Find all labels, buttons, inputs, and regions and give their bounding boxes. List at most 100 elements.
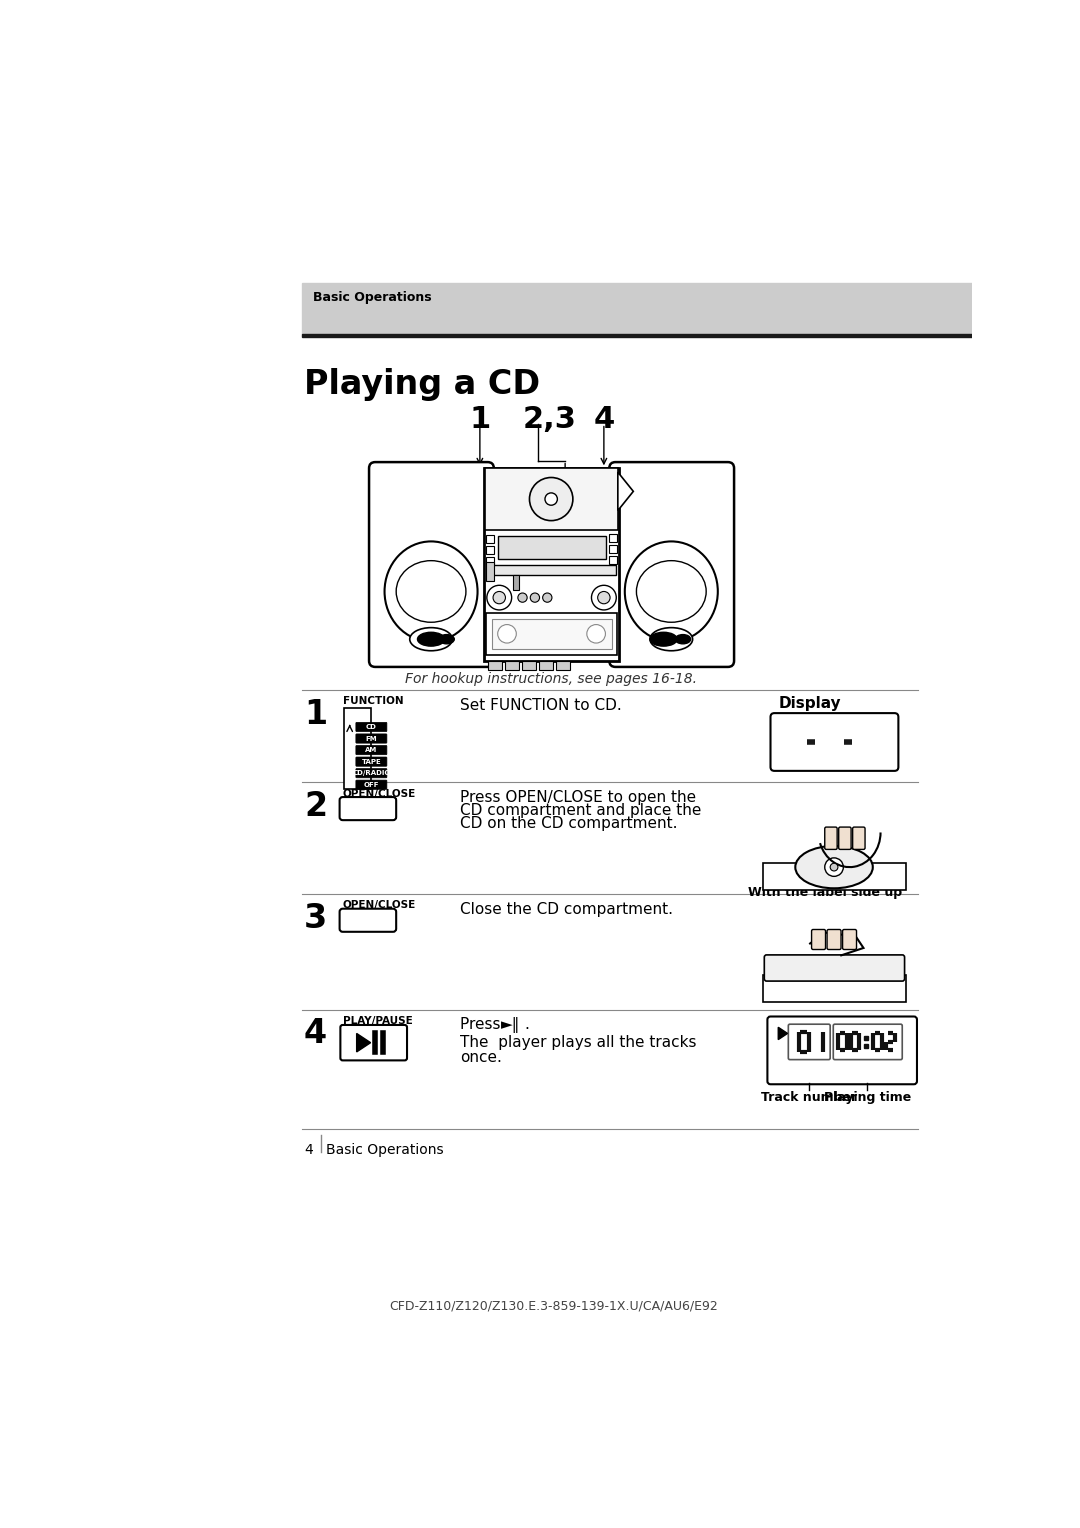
Bar (608, 545, 617, 553)
Text: Set FUNCTION to CD.: Set FUNCTION to CD. (460, 698, 622, 712)
Text: OPEN/CLOSE: OPEN/CLOSE (342, 900, 416, 911)
Bar (608, 535, 617, 542)
Text: 4: 4 (303, 1018, 327, 1050)
Text: 3: 3 (303, 902, 327, 935)
Circle shape (529, 477, 572, 521)
Text: Track number: Track number (761, 1091, 858, 1105)
Circle shape (494, 591, 505, 604)
Text: FUNCTION: FUNCTION (342, 697, 403, 706)
Text: 2,3: 2,3 (523, 405, 577, 434)
FancyBboxPatch shape (834, 1024, 902, 1059)
FancyBboxPatch shape (356, 733, 387, 743)
Text: 2: 2 (303, 790, 327, 824)
Ellipse shape (795, 847, 873, 888)
Bar (762, 975, 906, 1002)
Circle shape (542, 593, 552, 602)
Text: The  player plays all the tracks: The player plays all the tracks (460, 1034, 697, 1050)
Text: Press OPEN/CLOSE to open the: Press OPEN/CLOSE to open the (460, 790, 697, 805)
Text: CD on the CD compartment.: CD on the CD compartment. (460, 816, 678, 831)
Bar (488, 565, 616, 575)
FancyBboxPatch shape (356, 746, 387, 755)
Circle shape (586, 625, 606, 643)
FancyBboxPatch shape (811, 929, 825, 949)
Text: 1: 1 (469, 405, 490, 434)
Text: TAPE: TAPE (362, 758, 381, 764)
FancyBboxPatch shape (825, 827, 837, 850)
FancyBboxPatch shape (765, 955, 905, 981)
Text: Playing time: Playing time (824, 1091, 912, 1105)
FancyBboxPatch shape (768, 1016, 917, 1085)
FancyBboxPatch shape (369, 461, 494, 666)
Text: CD/RADIO: CD/RADIO (352, 770, 391, 776)
FancyBboxPatch shape (842, 929, 856, 949)
Ellipse shape (675, 634, 691, 643)
Polygon shape (356, 1033, 370, 1051)
Text: CD: CD (366, 724, 377, 730)
Ellipse shape (650, 628, 692, 651)
FancyBboxPatch shape (609, 461, 734, 666)
FancyBboxPatch shape (356, 781, 387, 790)
Text: AM: AM (365, 747, 378, 753)
FancyBboxPatch shape (827, 929, 841, 949)
Bar (486, 545, 494, 553)
Polygon shape (618, 472, 633, 510)
Text: OFF: OFF (364, 782, 379, 788)
FancyBboxPatch shape (839, 827, 851, 850)
Ellipse shape (625, 541, 718, 642)
Bar (486, 562, 494, 582)
Ellipse shape (418, 633, 445, 646)
Bar (345, 707, 372, 788)
Text: ►‖: ►‖ (501, 1018, 521, 1033)
FancyBboxPatch shape (339, 909, 396, 932)
Bar (762, 863, 906, 891)
Circle shape (545, 494, 557, 506)
Text: For hookup instructions, see pages 16-18.: For hookup instructions, see pages 16-18… (405, 672, 698, 686)
Ellipse shape (636, 561, 706, 622)
Circle shape (597, 591, 610, 604)
Text: OPEN/CLOSE: OPEN/CLOSE (342, 788, 416, 799)
FancyBboxPatch shape (788, 1024, 831, 1059)
Text: FM: FM (365, 735, 377, 741)
Bar (539, 660, 553, 669)
FancyBboxPatch shape (356, 756, 387, 766)
Ellipse shape (438, 634, 455, 643)
Bar (301, 333, 972, 336)
Bar (485, 468, 618, 530)
Circle shape (487, 585, 512, 610)
FancyBboxPatch shape (340, 1025, 407, 1060)
Polygon shape (779, 1027, 787, 1039)
Bar (486, 556, 494, 564)
Bar (556, 660, 570, 669)
Ellipse shape (409, 628, 453, 651)
FancyBboxPatch shape (770, 714, 899, 770)
Bar (498, 536, 606, 559)
Text: 4: 4 (303, 1143, 313, 1157)
Bar (522, 660, 536, 669)
Circle shape (825, 857, 843, 877)
Text: once.: once. (460, 1050, 502, 1065)
Circle shape (517, 593, 527, 602)
Text: Display: Display (779, 697, 841, 711)
Bar (513, 575, 519, 590)
Bar (301, 284, 972, 333)
Circle shape (498, 625, 516, 643)
Bar (488, 660, 501, 669)
Circle shape (592, 585, 617, 610)
Text: With the label side up: With the label side up (748, 886, 902, 900)
Bar (486, 613, 617, 656)
Text: 1: 1 (303, 698, 327, 730)
Text: Playing a CD: Playing a CD (303, 368, 540, 402)
FancyBboxPatch shape (339, 798, 396, 821)
Bar (608, 556, 617, 564)
Text: Basic Operations: Basic Operations (326, 1143, 443, 1157)
FancyBboxPatch shape (852, 827, 865, 850)
Bar (486, 535, 494, 542)
Text: Press: Press (460, 1018, 505, 1033)
Text: .: . (525, 1018, 529, 1033)
Bar (484, 468, 619, 660)
Text: CD compartment and place the: CD compartment and place the (460, 804, 702, 817)
Ellipse shape (396, 561, 465, 622)
Circle shape (530, 593, 540, 602)
Ellipse shape (650, 633, 677, 646)
Circle shape (831, 863, 838, 871)
